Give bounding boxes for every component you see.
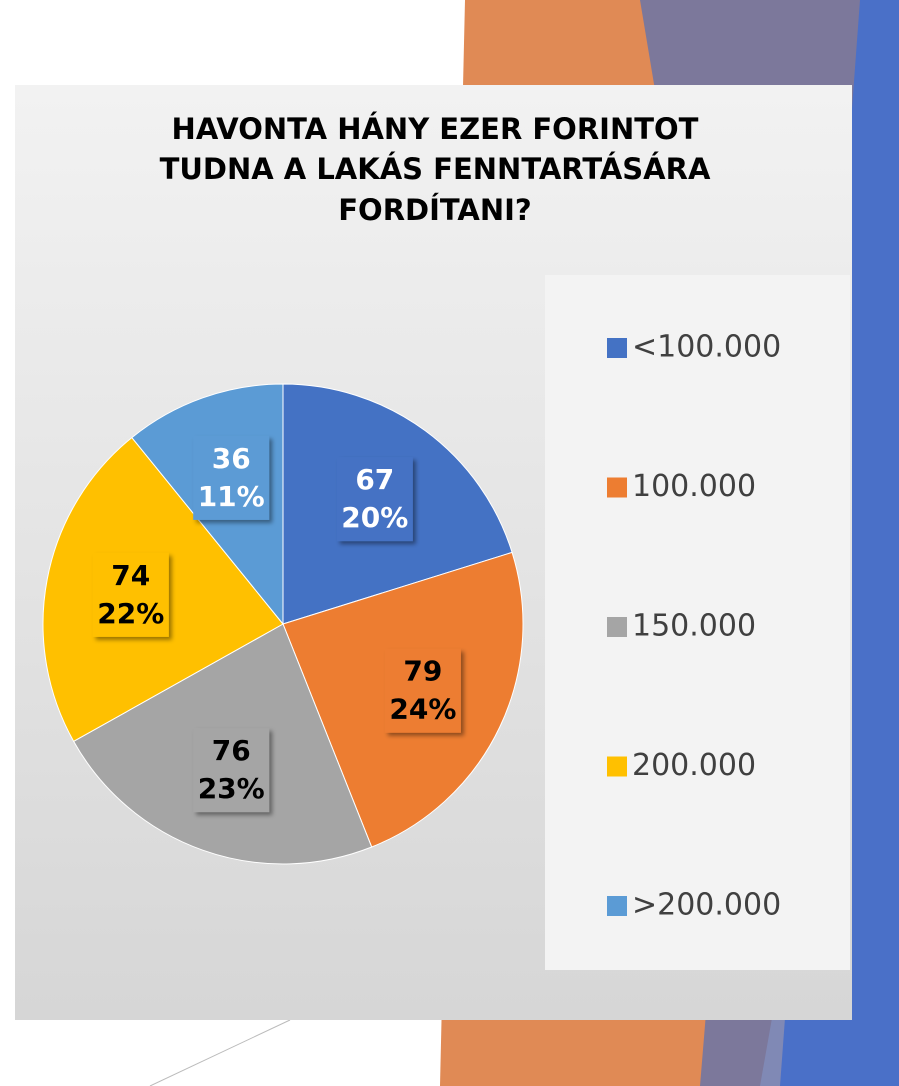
data-label-value: 76 xyxy=(212,734,251,767)
legend-swatch xyxy=(607,896,627,916)
legend-swatch xyxy=(607,756,627,777)
data-label-box xyxy=(193,435,270,520)
data-label-value: 74 xyxy=(111,559,150,592)
data-label-percent: 22% xyxy=(97,597,164,630)
legend-label: 150.000 xyxy=(632,609,756,644)
legend-swatch xyxy=(607,477,627,498)
legend-label: 200.000 xyxy=(632,748,756,783)
data-label-box xyxy=(193,728,270,813)
legend-label: 100.000 xyxy=(632,469,756,504)
legend-label: <100.000 xyxy=(632,330,781,365)
data-label-value: 36 xyxy=(212,442,251,475)
data-label-box xyxy=(336,457,413,542)
legend-box xyxy=(545,275,850,970)
data-label-box xyxy=(384,648,461,733)
data-label-percent: 11% xyxy=(198,480,265,513)
legend-label: >200.000 xyxy=(632,888,781,923)
data-label-box xyxy=(92,552,169,637)
chart-title: TUDNA A LAKÁS FENNTARTÁSÁRA xyxy=(160,152,711,186)
data-label-percent: 20% xyxy=(341,501,408,534)
legend-swatch xyxy=(607,338,627,358)
chart-title: FORDÍTANI? xyxy=(338,193,532,227)
decor-line xyxy=(149,1019,291,1086)
data-label-value: 67 xyxy=(355,463,394,496)
data-label-value: 79 xyxy=(403,655,442,688)
legend-swatch xyxy=(607,617,627,637)
data-label-percent: 23% xyxy=(198,772,265,805)
chart-title: HAVONTA HÁNY EZER FORINTOT xyxy=(172,112,699,146)
data-label-percent: 24% xyxy=(389,693,456,726)
